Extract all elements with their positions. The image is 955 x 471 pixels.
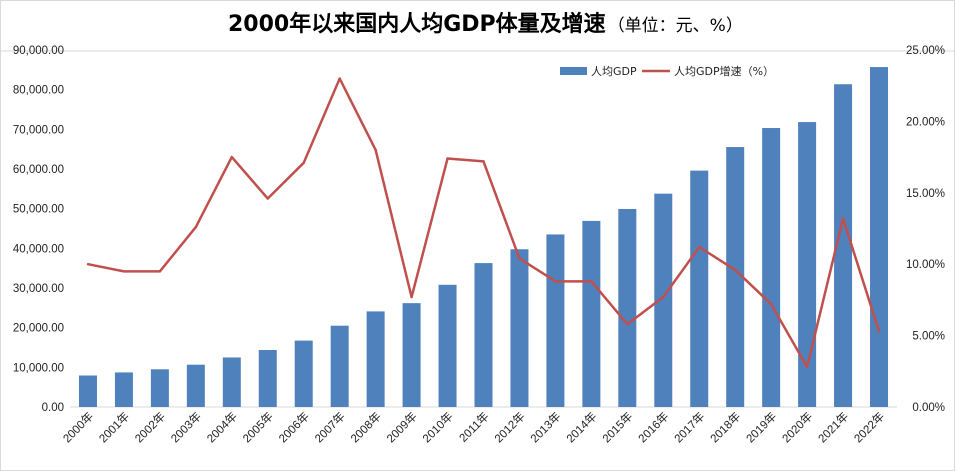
growth-point	[302, 161, 305, 165]
bar-gdp	[222, 357, 241, 407]
growth-point	[554, 280, 557, 283]
chart-title: 2000年以来国内人均GDP体量及增速 （单位：元、%）	[228, 11, 743, 37]
bar-gdp	[726, 147, 745, 407]
y-left-tick-label: 90,000.00	[13, 45, 64, 57]
y-right-tick-label: 10.00%	[906, 259, 945, 271]
growth-point	[518, 257, 521, 260]
growth-point	[877, 330, 881, 333]
legend-bar-swatch	[560, 67, 587, 75]
y-left-tick-label: 0.00	[42, 402, 64, 414]
bar-gdp	[510, 249, 529, 407]
growth-point	[698, 245, 701, 249]
bar-gdp	[330, 325, 349, 407]
growth-point	[122, 270, 126, 273]
y-left-tick-label: 20,000.00	[13, 323, 64, 335]
title-unit: （单位：元、%）	[608, 16, 743, 36]
y-right-tick-label: 5.00%	[912, 331, 945, 343]
title-main: 2000年以来国内人均GDP体量及增速	[228, 11, 606, 37]
bar-gdp	[294, 340, 313, 407]
growth-point	[446, 157, 449, 160]
y-right-tick-label: 25.00%	[906, 45, 945, 57]
bar-gdp	[870, 67, 889, 407]
bar-gdp	[78, 375, 97, 407]
y-left-tick-label: 80,000.00	[13, 85, 64, 97]
y-left-tick-label: 10,000.00	[13, 362, 64, 374]
y-left-tick-label: 40,000.00	[13, 243, 64, 255]
bar-gdp	[798, 122, 817, 407]
y-right-tick-label: 20.00%	[906, 116, 945, 128]
bar-gdp	[618, 208, 637, 407]
bar-gdp	[258, 350, 277, 407]
growth-point	[482, 160, 485, 163]
growth-point	[374, 148, 377, 152]
y-left-tick-label: 30,000.00	[13, 283, 64, 295]
growth-point	[86, 263, 90, 266]
bar-gdp	[438, 284, 457, 407]
growth-point	[590, 280, 593, 283]
y-right-tick-label: 0.00%	[912, 402, 945, 414]
y-left-tick-label: 70,000.00	[13, 124, 64, 136]
bar-gdp	[474, 263, 493, 407]
growth-point	[805, 365, 809, 369]
bar-gdp	[114, 372, 133, 407]
growth-point	[158, 270, 162, 273]
bar-gdp	[582, 220, 601, 407]
growth-point	[626, 322, 629, 326]
growth-point	[230, 155, 234, 159]
growth-point	[841, 217, 845, 220]
bar-gdp	[366, 311, 385, 407]
bar-gdp	[402, 303, 421, 407]
growth-point	[410, 295, 413, 299]
legend-label-growth: 人均GDP增速（%）	[674, 64, 774, 78]
bar-gdp	[150, 369, 169, 407]
growth-point	[338, 77, 341, 80]
y-right-tick-label: 15.00%	[906, 188, 945, 200]
growth-point	[662, 295, 665, 299]
growth-point	[769, 302, 773, 306]
bar-gdp	[546, 234, 565, 407]
y-left-tick-label: 60,000.00	[13, 164, 64, 176]
bar-gdp	[654, 193, 673, 407]
bar-gdp	[186, 364, 205, 407]
bar-gdp	[834, 84, 853, 407]
y-left-tick-label: 50,000.00	[13, 204, 64, 216]
growth-point	[733, 268, 737, 272]
growth-point	[266, 197, 269, 200]
bar-gdp	[690, 170, 709, 407]
legend: 人均GDP 人均GDP增速（%）	[560, 64, 774, 78]
bar-gdp	[762, 128, 781, 407]
growth-point	[194, 225, 198, 229]
legend-label-gdp: 人均GDP	[591, 65, 637, 78]
